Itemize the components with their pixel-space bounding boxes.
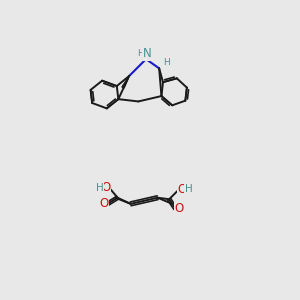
Polygon shape	[122, 76, 129, 88]
Text: O: O	[101, 181, 111, 194]
Text: H: H	[164, 58, 170, 68]
Text: O: O	[175, 202, 184, 215]
Text: N: N	[142, 47, 151, 60]
Text: O: O	[178, 183, 187, 196]
Text: H: H	[96, 183, 104, 193]
Text: H: H	[137, 49, 144, 58]
Text: H: H	[184, 184, 192, 194]
Text: O: O	[99, 197, 108, 210]
